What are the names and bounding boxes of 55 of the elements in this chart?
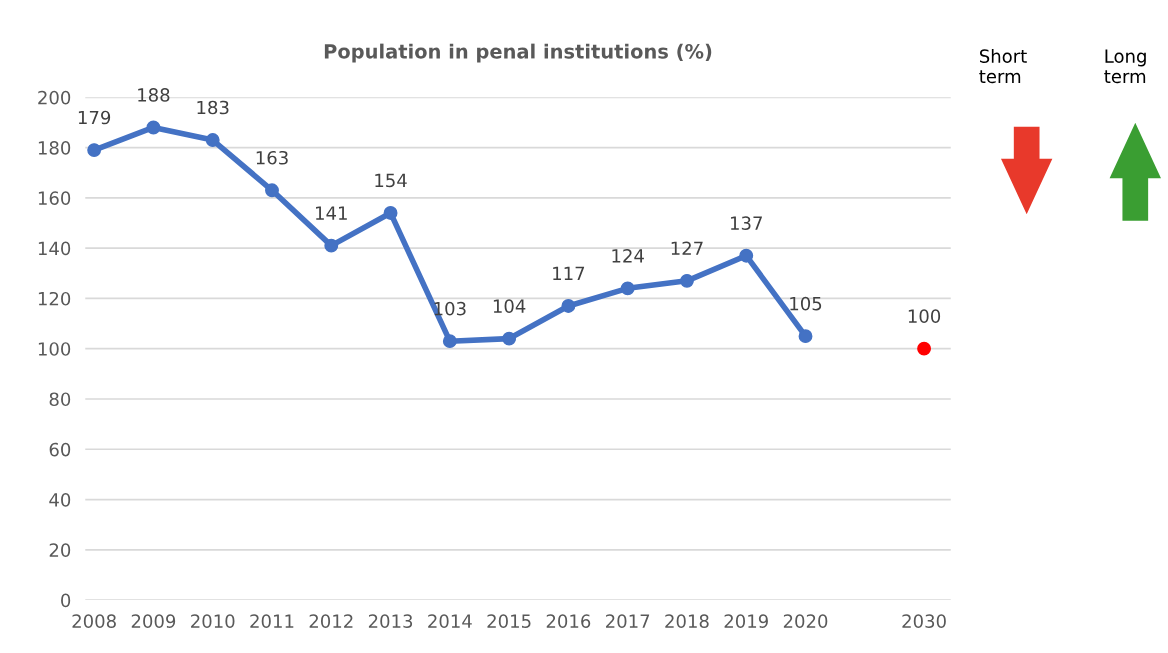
y-tick-label: 40 [49,493,71,507]
x-tick-label: 2012 [309,614,353,628]
chart-title: Population in penal institutions (%) [324,43,712,63]
x-tick-label: 2030 [902,614,946,628]
data-label: 141 [316,206,347,220]
data-label: 154 [375,173,407,188]
y-tick-label: 80 [49,392,71,407]
data-label: 100 [908,309,941,323]
point [265,183,279,198]
data-label: 105 [790,296,822,311]
data-label: 127 [671,241,703,255]
data-label: 137 [730,216,762,230]
point [680,273,694,288]
y-tick-label: 60 [49,442,71,457]
x-tick-label: 2011 [250,614,294,628]
data-label: 104 [493,299,526,313]
point [561,299,576,313]
text: Short term [979,48,1027,84]
x-tick-label: 2018 [665,614,709,628]
data-label: 188 [138,88,170,102]
x-tick-label: 2014 [428,614,472,628]
x-tick-label: 2008 [72,614,116,628]
data-label: 124 [612,248,644,263]
y-tick-label: 120 [38,291,71,306]
data-label: 179 [78,110,111,125]
x-tick-label: 2019 [724,614,768,628]
y-tick-label: 160 [38,191,71,205]
point [917,341,931,356]
point [739,248,754,263]
point [87,143,102,158]
y-tick-label: 140 [38,241,71,256]
x-tick-label: 2010 [191,614,235,628]
point [383,205,398,220]
point [620,281,635,296]
point [324,238,339,253]
point [146,120,161,135]
x-tick-label: 2015 [487,614,531,628]
x-tick-label: 2020 [783,614,828,628]
point [502,331,517,346]
point [798,329,813,344]
y-tick-label: 200 [38,90,71,105]
text: Long term [1104,49,1146,84]
y-tick-label: 0 [61,593,71,608]
y-tick-label: 100 [38,342,71,356]
y-tick-label: 180 [38,141,71,155]
point [442,334,457,349]
data-label: 183 [197,100,229,115]
data-label: 117 [553,266,585,280]
data-label: 163 [256,150,288,165]
x-tick-label: 2016 [546,614,591,628]
x-tick-label: 2017 [606,614,650,628]
y-tick-label: 20 [49,543,71,557]
x-tick-label: 2013 [368,614,413,628]
x-tick-label: 2009 [131,614,176,628]
point [205,133,220,147]
